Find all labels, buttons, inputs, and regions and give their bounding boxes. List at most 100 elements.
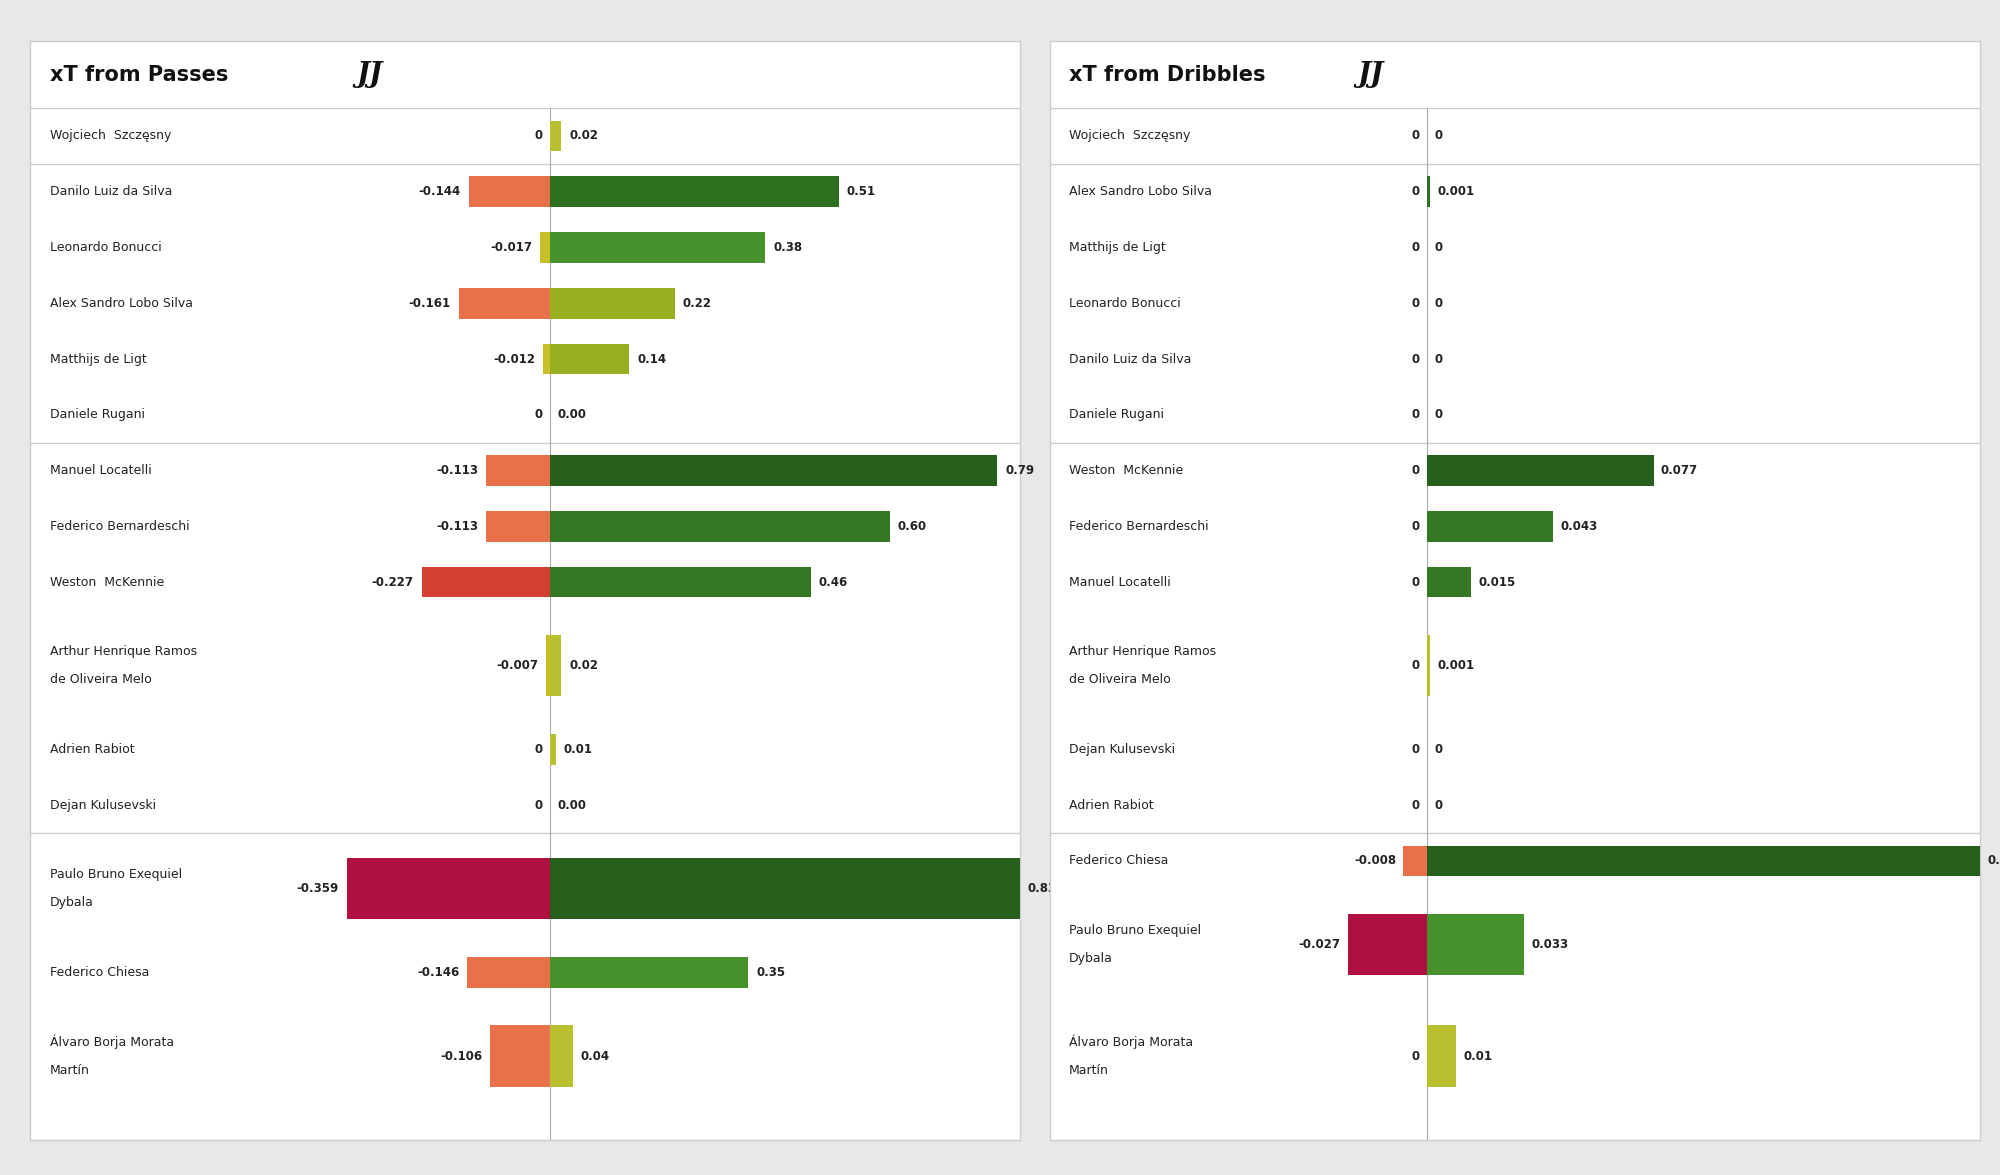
Text: 0.35: 0.35 [756, 966, 786, 979]
Text: Leonardo Bonucci: Leonardo Bonucci [50, 241, 162, 254]
Text: 0.60: 0.60 [898, 519, 926, 532]
Text: 0.04: 0.04 [580, 1049, 610, 1062]
Bar [550, 734, 556, 765]
Text: 0.043: 0.043 [1560, 519, 1598, 532]
Text: Alex Sandro Lobo Silva: Alex Sandro Lobo Silva [1068, 186, 1212, 199]
Text: 0.033: 0.033 [1532, 938, 1568, 951]
Text: 0: 0 [1412, 1049, 1420, 1062]
Text: Federico Bernardeschi: Federico Bernardeschi [1068, 519, 1208, 532]
Bar [1428, 511, 1554, 542]
Text: 0: 0 [1412, 576, 1420, 589]
Bar [550, 634, 562, 697]
Text: 0: 0 [534, 743, 542, 756]
Bar [550, 233, 766, 263]
Bar [468, 958, 550, 988]
Text: 0: 0 [1434, 129, 1442, 142]
Text: xT from Passes: xT from Passes [50, 65, 228, 85]
Text: -0.007: -0.007 [496, 659, 538, 672]
Text: 0: 0 [1412, 743, 1420, 756]
Text: 0: 0 [534, 799, 542, 812]
Text: 0.02: 0.02 [570, 659, 598, 672]
Text: 0: 0 [1434, 297, 1442, 310]
Bar [546, 634, 550, 697]
Bar [422, 566, 550, 597]
Text: 0: 0 [1412, 464, 1420, 477]
Text: 0.001: 0.001 [1438, 659, 1474, 672]
Text: Martín: Martín [50, 1063, 90, 1076]
Text: Adrien Rabiot: Adrien Rabiot [1068, 799, 1154, 812]
Text: 0: 0 [1412, 241, 1420, 254]
Text: 0.51: 0.51 [846, 186, 876, 199]
Bar [550, 288, 674, 318]
Bar [468, 176, 550, 207]
Text: 0.01: 0.01 [564, 743, 592, 756]
Bar [1348, 914, 1428, 975]
Text: 0.015: 0.015 [1478, 576, 1516, 589]
Text: 0: 0 [1412, 297, 1420, 310]
Text: JJ: JJ [1356, 61, 1384, 88]
Text: 0: 0 [1412, 519, 1420, 532]
Bar [540, 233, 550, 263]
Text: Adrien Rabiot: Adrien Rabiot [50, 743, 134, 756]
Text: Wojciech  Szczęsny: Wojciech Szczęsny [50, 129, 172, 142]
Text: -0.027: -0.027 [1298, 938, 1340, 951]
Bar [1428, 176, 1430, 207]
Bar [550, 511, 890, 542]
Text: Dybala: Dybala [1068, 952, 1112, 965]
Text: 0.79: 0.79 [1006, 464, 1034, 477]
Bar [486, 455, 550, 486]
Text: -0.113: -0.113 [436, 519, 478, 532]
Text: 0: 0 [534, 408, 542, 422]
Text: Paulo Bruno Exequiel: Paulo Bruno Exequiel [1068, 924, 1200, 938]
Text: 0.38: 0.38 [774, 241, 802, 254]
Text: 0: 0 [1412, 129, 1420, 142]
Text: Danilo Luiz da Silva: Danilo Luiz da Silva [1068, 352, 1190, 365]
Text: Dejan Kulusevski: Dejan Kulusevski [50, 799, 156, 812]
Text: -0.146: -0.146 [418, 966, 460, 979]
Text: Arthur Henrique Ramos: Arthur Henrique Ramos [50, 645, 196, 658]
Text: 0: 0 [1412, 799, 1420, 812]
Text: 0: 0 [534, 129, 542, 142]
Text: Arthur Henrique Ramos: Arthur Henrique Ramos [1068, 645, 1216, 658]
Text: de Oliveira Melo: de Oliveira Melo [1068, 673, 1170, 686]
Text: Federico Chiesa: Federico Chiesa [50, 966, 150, 979]
Text: 0.00: 0.00 [558, 799, 586, 812]
Text: 0.01: 0.01 [1464, 1049, 1492, 1062]
Text: Weston  McKennie: Weston McKennie [50, 576, 164, 589]
Text: JJ: JJ [356, 61, 382, 88]
Text: 0.00: 0.00 [558, 408, 586, 422]
Bar [458, 288, 550, 318]
Text: 0.46: 0.46 [818, 576, 848, 589]
Bar [486, 511, 550, 542]
Text: Matthijs de Ligt: Matthijs de Ligt [1068, 241, 1166, 254]
Text: 0: 0 [1412, 186, 1420, 199]
Text: de Oliveira Melo: de Oliveira Melo [50, 673, 152, 686]
Text: 0: 0 [1412, 408, 1420, 422]
Text: 0.14: 0.14 [638, 352, 666, 365]
Text: 0.188: 0.188 [1988, 854, 2000, 867]
Text: 0.077: 0.077 [1660, 464, 1698, 477]
Text: -0.113: -0.113 [436, 464, 478, 477]
Bar [544, 343, 550, 375]
Bar [1404, 846, 1428, 877]
Bar [490, 1026, 550, 1087]
Bar [1428, 455, 1654, 486]
Text: 0: 0 [1434, 743, 1442, 756]
Text: Daniele Rugani: Daniele Rugani [50, 408, 144, 422]
Text: 0: 0 [1434, 799, 1442, 812]
Text: Manuel Locatelli: Manuel Locatelli [50, 464, 152, 477]
Text: -0.144: -0.144 [418, 186, 460, 199]
Text: Martín: Martín [1068, 1063, 1108, 1076]
Bar [550, 176, 838, 207]
Bar [550, 858, 1020, 920]
Text: -0.106: -0.106 [440, 1049, 482, 1062]
Text: 0.001: 0.001 [1438, 186, 1474, 199]
Text: -0.359: -0.359 [296, 882, 338, 895]
Text: 0: 0 [1434, 241, 1442, 254]
Bar [550, 121, 562, 152]
Text: Paulo Bruno Exequiel: Paulo Bruno Exequiel [50, 868, 182, 881]
Text: -0.161: -0.161 [408, 297, 450, 310]
Text: xT from Dribbles: xT from Dribbles [1068, 65, 1266, 85]
Text: 0.83: 0.83 [1028, 882, 1058, 895]
Text: -0.017: -0.017 [490, 241, 532, 254]
